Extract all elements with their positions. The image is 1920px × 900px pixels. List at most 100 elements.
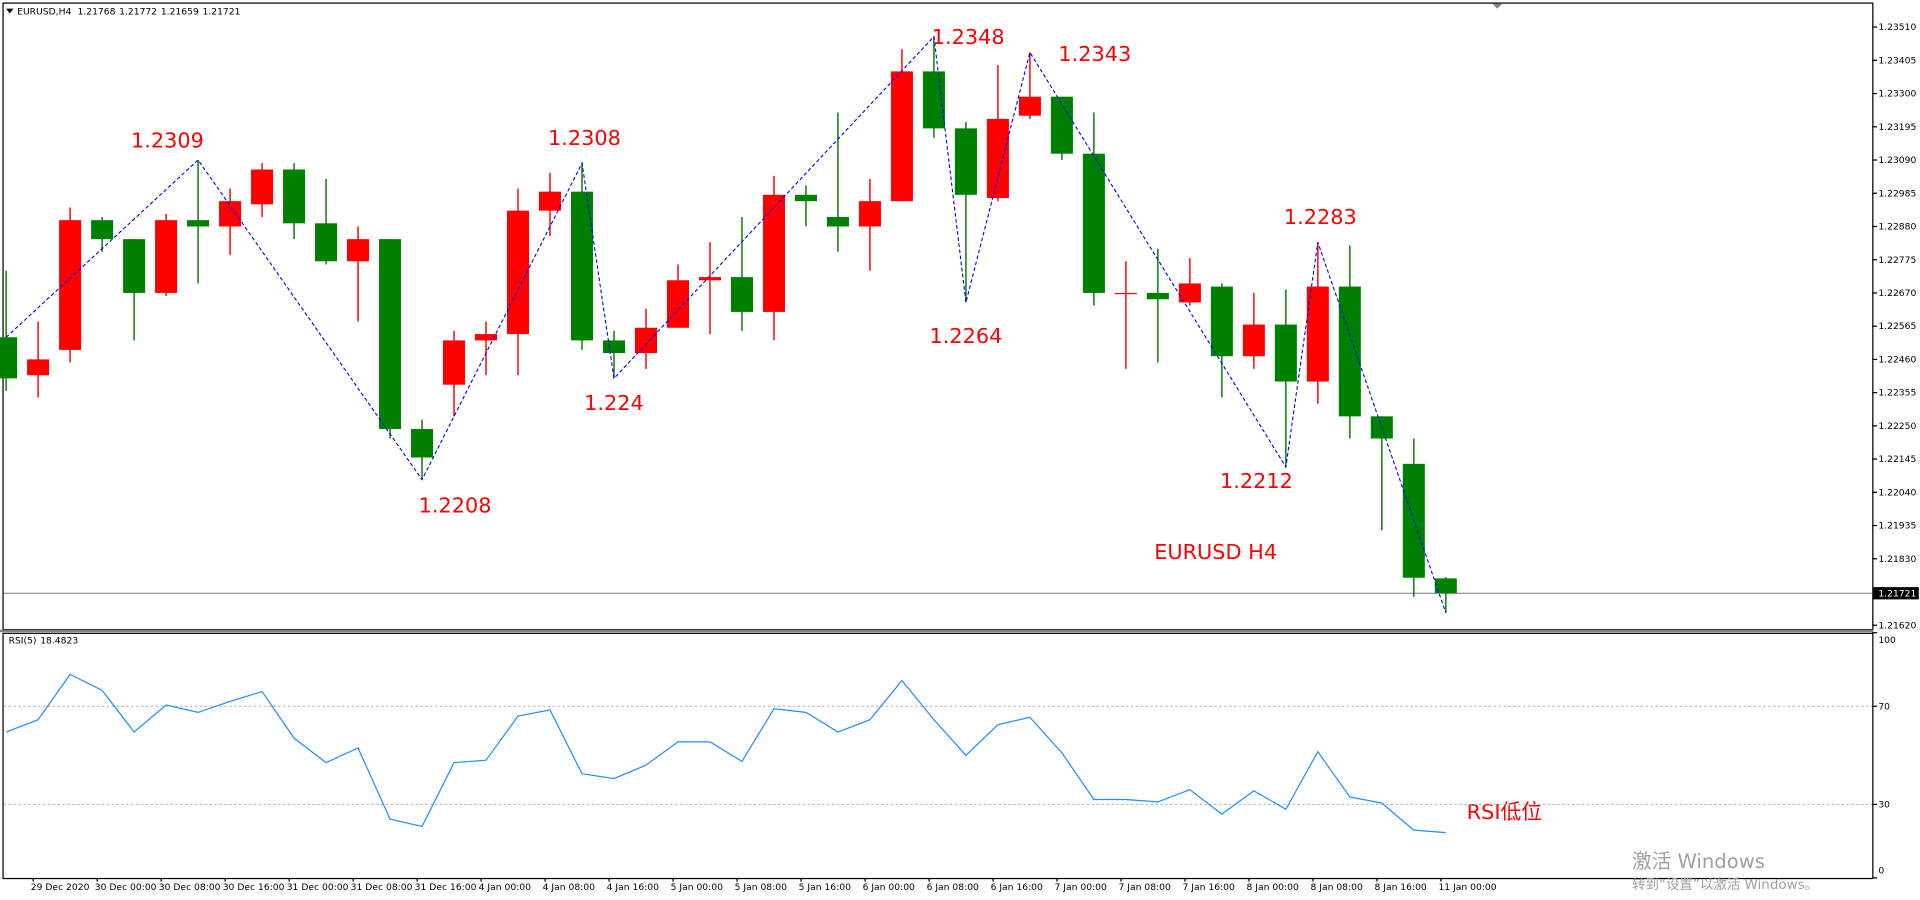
candle-body	[59, 220, 82, 350]
candle-body	[730, 277, 753, 312]
candle-body	[1146, 292, 1169, 300]
candle-body	[1082, 153, 1105, 293]
y-tick-label: 1.22145	[1878, 454, 1916, 465]
rsi-last: 18.4823	[40, 636, 78, 647]
candle-body	[347, 239, 370, 262]
candle-body	[602, 340, 626, 354]
y-tick-label: 1.21935	[1878, 521, 1916, 532]
y-tick-label: 1.22775	[1878, 255, 1916, 266]
x-tick-label: 6 Jan 16:00	[991, 882, 1043, 893]
candle-body	[219, 201, 242, 227]
candle-body	[379, 239, 402, 430]
zigzag-label: 1.2343	[1058, 42, 1131, 66]
shift-marker	[1492, 3, 1503, 9]
x-tick-label: 8 Jan 08:00	[1310, 882, 1362, 893]
candle-body	[283, 169, 306, 224]
candle-body	[1210, 286, 1233, 357]
y-tick-label: 1.22670	[1878, 288, 1916, 299]
candle-body	[858, 201, 881, 227]
candle-body	[1050, 96, 1073, 154]
candle-body	[826, 216, 849, 227]
y-tick-label: 1.22460	[1878, 354, 1916, 365]
candle-body	[634, 327, 658, 354]
candle-body	[1242, 324, 1265, 357]
candle-body	[1178, 283, 1201, 303]
y-tick-label: 1.22355	[1878, 388, 1916, 399]
x-tick-label: 4 Jan 08:00	[543, 882, 595, 893]
x-tick-label: 4 Jan 16:00	[607, 882, 659, 893]
zigzag-label: 1.224	[584, 391, 644, 415]
candle-body	[1306, 286, 1329, 382]
header-close: 1.21721	[202, 7, 240, 18]
candle-body	[698, 277, 722, 281]
candle-body	[155, 220, 178, 293]
zigzag-label: 1.2308	[548, 126, 621, 150]
rsi-line	[5, 673, 1446, 834]
x-tick-label: 7 Jan 08:00	[1119, 882, 1171, 893]
candle-body	[315, 223, 338, 262]
candle-body	[538, 191, 562, 211]
y-tick-label: 1.23510	[1878, 22, 1916, 33]
candle-body	[123, 239, 146, 293]
x-tick-label: 29 Dec 2020	[31, 882, 90, 893]
x-tick-label: 5 Jan 08:00	[735, 882, 787, 893]
candle-body	[762, 194, 785, 312]
x-tick-label: 8 Jan 00:00	[1247, 882, 1299, 893]
y-tick-label: 1.22985	[1878, 188, 1916, 199]
candle-body	[251, 169, 274, 205]
x-tick-label: 4 Jan 00:00	[479, 882, 531, 893]
x-tick-label: 7 Jan 00:00	[1055, 882, 1107, 893]
zigzag-line	[5, 35, 1447, 614]
rsi-title: RSI(5)	[9, 636, 37, 647]
zigzag-label: 1.2309	[131, 129, 204, 153]
candle-body	[1114, 292, 1137, 295]
candle-body	[1274, 324, 1297, 382]
y-tick-label: 100	[1878, 635, 1896, 646]
watermark-subtitle: 转到“设置”以激活 Windows。	[1632, 877, 1818, 893]
y-tick-label: 1.23300	[1878, 89, 1916, 100]
candle-body	[666, 280, 690, 328]
x-tick-label: 30 Dec 08:00	[159, 882, 221, 893]
candle-body	[0, 337, 18, 379]
x-tick-label: 8 Jan 16:00	[1374, 882, 1426, 893]
y-tick-label: 0	[1878, 866, 1884, 877]
candle-body	[91, 220, 114, 240]
x-tick-label: 11 Jan 00:00	[1438, 882, 1496, 893]
zigzag-label: 1.2283	[1284, 205, 1357, 229]
symbol: EURUSD,H4	[17, 7, 71, 18]
zigzag-label: 1.2212	[1220, 469, 1293, 493]
candle-body	[474, 334, 498, 341]
candle-body	[1434, 578, 1457, 594]
chart-header: EURUSD,H4 1.21768 1.21772 1.21659 1.21721	[17, 7, 240, 18]
watermark-title: 激活 Windows	[1632, 850, 1765, 873]
header-triangle	[6, 8, 14, 14]
zigzag-label: 1.2348	[932, 25, 1005, 49]
rsi-frame	[2, 632, 1874, 880]
y-tick-label: 1.23090	[1878, 155, 1916, 166]
x-tick-label: 7 Jan 16:00	[1183, 882, 1235, 893]
y-tick-label: 1.22880	[1878, 222, 1916, 233]
y-tick-label: 30	[1878, 799, 1890, 810]
y-tick-label: 1.22565	[1878, 321, 1916, 332]
candle-body	[187, 220, 210, 227]
y-tick-label: 1.21830	[1878, 554, 1916, 565]
x-tick-label: 31 Dec 08:00	[351, 882, 413, 893]
x-tick-label: 5 Jan 00:00	[671, 882, 723, 893]
candle-body	[27, 359, 50, 376]
y-tick-label: 1.21620	[1878, 620, 1916, 631]
candle-body	[954, 128, 977, 195]
x-tick-label: 6 Jan 08:00	[927, 882, 979, 893]
header-open: 1.21768	[77, 7, 115, 18]
y-tick-label: 70	[1878, 701, 1890, 712]
zigzag-label: 1.2264	[929, 324, 1002, 348]
chart-annotation: EURUSD H4	[1154, 540, 1277, 564]
header-high: 1.21772	[119, 7, 157, 18]
candle-body	[443, 340, 466, 385]
candle-body	[411, 429, 434, 458]
candle-body	[1338, 286, 1361, 417]
y-tick-label: 1.22040	[1878, 487, 1916, 498]
current-price-label: 1.21721	[1878, 588, 1916, 599]
